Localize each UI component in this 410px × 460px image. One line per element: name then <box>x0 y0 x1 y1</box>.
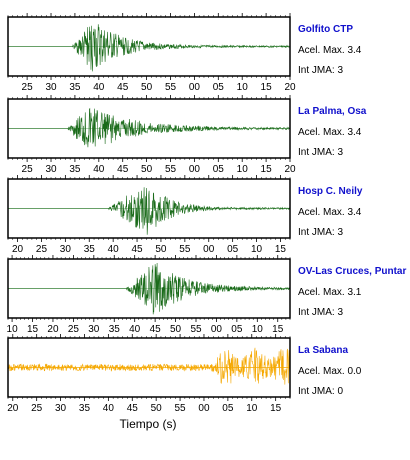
tick-label: 50 <box>170 324 182 335</box>
tick-label: 20 <box>284 164 296 175</box>
panel-2: 25 30 35 40 45 50 55 00 05 10 15 20 La Palma, Osa Ace… <box>7 95 367 175</box>
tick-label: 15 <box>272 324 284 335</box>
tick-label: 00 <box>189 82 201 93</box>
tick-label: 10 <box>252 324 264 335</box>
tick-label: 50 <box>151 403 163 414</box>
tick-label: 35 <box>69 164 81 175</box>
tick-label: 55 <box>179 244 191 255</box>
tick-label: 10 <box>237 82 249 93</box>
waveform-trace <box>8 24 291 72</box>
tick-label: 00 <box>211 324 223 335</box>
tick-label: 45 <box>127 403 139 414</box>
station-name: Hosp C. Neily <box>298 186 363 197</box>
x-axis-title: Tiempo (s) <box>120 417 177 431</box>
tick-label: 05 <box>213 164 225 175</box>
tick-label: 20 <box>284 82 296 93</box>
tick-label: 25 <box>31 403 43 414</box>
tick-label: 50 <box>155 244 167 255</box>
station-name: La Palma, Osa <box>298 106 367 117</box>
panel-1: 25 30 35 40 45 50 55 00 05 10 15 20 Golfito CTP Acel.… <box>7 13 362 93</box>
acel-max-label: Acel. Max. 3.4 <box>298 45 362 56</box>
tick-label: 30 <box>60 244 72 255</box>
tick-label: 10 <box>246 403 258 414</box>
tick-label: 50 <box>141 164 153 175</box>
tick-label: 20 <box>12 244 24 255</box>
waveform-trace <box>7 347 291 385</box>
tick-label: 40 <box>93 164 105 175</box>
waveform-trace <box>8 107 291 148</box>
acel-max-label: Acel. Max. 0.0 <box>298 366 362 377</box>
tick-label: 30 <box>45 82 57 93</box>
tick-label: 15 <box>275 244 287 255</box>
tick-label: 05 <box>213 82 225 93</box>
tick-label: 25 <box>22 82 34 93</box>
station-name: OV-Las Cruces, Puntar <box>298 266 406 277</box>
int-jma-label: Int JMA: 3 <box>298 65 343 76</box>
plot-frame <box>7 258 291 319</box>
int-jma-label: Int JMA: 3 <box>298 227 343 238</box>
panel-5: 20 25 30 35 40 45 50 55 00 05 10 15 La Sabana Acel. M… <box>7 334 362 414</box>
tick-label: 00 <box>203 244 215 255</box>
tick-label: 55 <box>165 164 177 175</box>
tick-label: 15 <box>261 164 273 175</box>
tick-label: 35 <box>79 403 91 414</box>
tick-label: 00 <box>189 164 201 175</box>
tick-label: 40 <box>129 324 141 335</box>
plot-frame <box>7 98 291 159</box>
tick-label: 05 <box>222 403 234 414</box>
tick-label: 05 <box>227 244 239 255</box>
station-name: Golfito CTP <box>298 24 353 35</box>
plot-frame <box>7 337 291 398</box>
tick-label: 30 <box>45 164 57 175</box>
acel-max-label: Acel. Max. 3.1 <box>298 287 362 298</box>
int-jma-label: Int JMA: 3 <box>298 307 343 318</box>
panel-4: 10 15 20 25 30 35 40 45 50 55 00 05 10 15 OV-Las Cruce… <box>7 255 406 335</box>
tick-label: 10 <box>251 244 263 255</box>
tick-label: 40 <box>93 82 105 93</box>
tick-label: 10 <box>7 324 19 335</box>
tick-label: 05 <box>231 324 243 335</box>
tick-label: 45 <box>131 244 143 255</box>
panel-3: 20 25 30 35 40 45 50 55 00 05 10 15 Hosp C. Neily Ace… <box>7 175 363 255</box>
tick-label: 25 <box>22 164 34 175</box>
tick-label: 55 <box>175 403 187 414</box>
tick-label: 45 <box>117 82 129 93</box>
acel-max-label: Acel. Max. 3.4 <box>298 127 362 138</box>
tick-label: 40 <box>103 403 115 414</box>
tick-label: 20 <box>47 324 59 335</box>
tick-label: 15 <box>27 324 39 335</box>
tick-label: 40 <box>108 244 120 255</box>
tick-label: 45 <box>150 324 162 335</box>
panels: 25 30 35 40 45 50 55 00 05 10 15 20 Golfito CTP Acel.… <box>7 13 406 414</box>
tick-label: 35 <box>109 324 121 335</box>
tick-label: 25 <box>36 244 48 255</box>
acel-max-label: Acel. Max. 3.4 <box>298 207 362 218</box>
plot-frame <box>7 16 291 77</box>
tick-label: 35 <box>69 82 81 93</box>
tick-label: 15 <box>270 403 282 414</box>
int-jma-label: Int JMA: 0 <box>298 386 343 397</box>
tick-label: 30 <box>88 324 100 335</box>
waveform-trace <box>8 187 291 235</box>
tick-label: 00 <box>198 403 210 414</box>
waveform-trace <box>8 262 291 315</box>
tick-label: 10 <box>237 164 249 175</box>
tick-label: 20 <box>7 403 19 414</box>
tick-label: 55 <box>165 82 177 93</box>
tick-label: 30 <box>55 403 67 414</box>
tick-label: 45 <box>117 164 129 175</box>
int-jma-label: Int JMA: 3 <box>298 147 343 158</box>
tick-label: 55 <box>190 324 202 335</box>
tick-label: 25 <box>68 324 80 335</box>
plot-frame <box>7 178 291 239</box>
tick-label: 15 <box>261 82 273 93</box>
tick-label: 50 <box>141 82 153 93</box>
tick-label: 35 <box>84 244 96 255</box>
station-name: La Sabana <box>298 345 348 356</box>
